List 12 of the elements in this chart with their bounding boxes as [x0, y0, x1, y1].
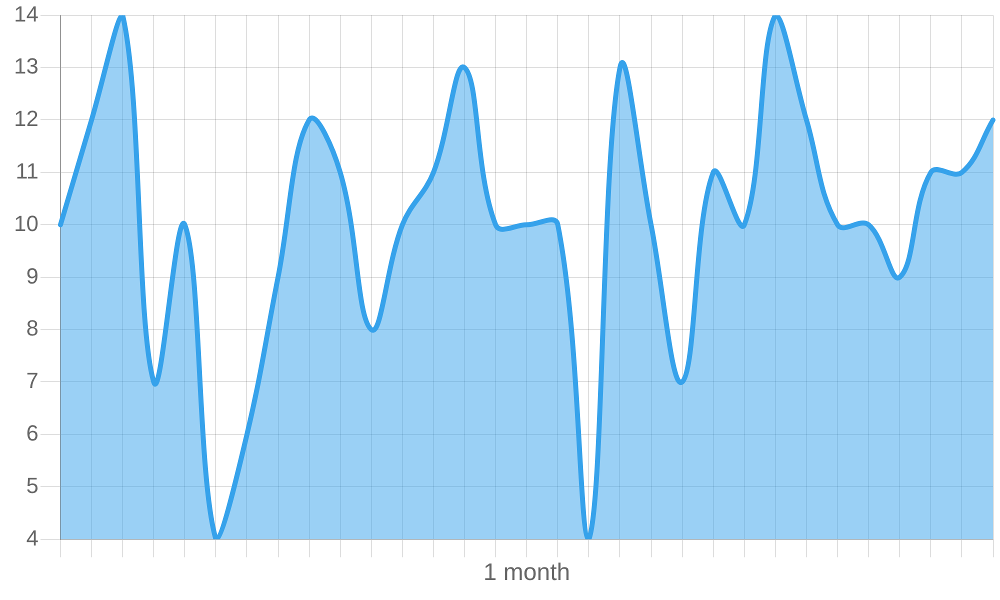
y-tick-label: 7: [26, 368, 38, 394]
y-tick-label: 13: [14, 54, 38, 79]
y-tick-label: 4: [26, 525, 38, 550]
y-tick-label: 8: [26, 316, 38, 341]
y-tick-label: 5: [26, 472, 38, 498]
y-tick-label: 14: [14, 1, 38, 26]
x-axis-title: 1 month: [483, 559, 570, 586]
y-tick-label: 9: [26, 263, 38, 288]
y-tick-label: 11: [16, 158, 38, 184]
y-tick-label: 10: [14, 210, 38, 236]
y-tick-label: 6: [26, 420, 38, 446]
y-tick-label: 12: [14, 106, 38, 132]
